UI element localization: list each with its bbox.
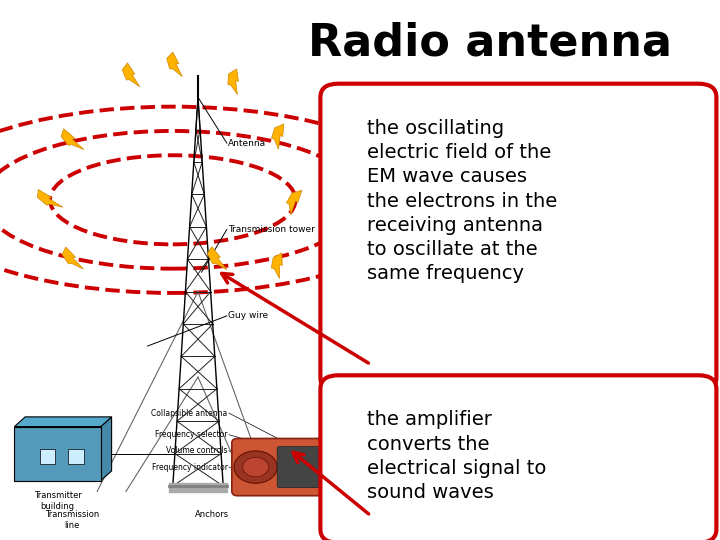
- Text: Transmission
line: Transmission line: [45, 510, 99, 530]
- FancyBboxPatch shape: [320, 375, 716, 540]
- Circle shape: [234, 451, 277, 483]
- Polygon shape: [101, 417, 112, 481]
- Polygon shape: [14, 417, 112, 427]
- FancyBboxPatch shape: [232, 438, 330, 496]
- FancyBboxPatch shape: [14, 427, 101, 481]
- Polygon shape: [271, 124, 284, 149]
- Polygon shape: [228, 69, 238, 94]
- Polygon shape: [62, 247, 84, 269]
- Text: Frequency indicator: Frequency indicator: [151, 463, 228, 471]
- Text: Antenna: Antenna: [228, 139, 266, 147]
- Circle shape: [243, 457, 269, 477]
- Polygon shape: [207, 247, 227, 270]
- Text: Frequency selector: Frequency selector: [155, 430, 228, 439]
- Text: Anchors: Anchors: [195, 510, 230, 519]
- FancyBboxPatch shape: [320, 84, 716, 391]
- Text: Collapsible antenna: Collapsible antenna: [151, 409, 228, 417]
- Text: Radio antenna: Radio antenna: [307, 22, 672, 65]
- Polygon shape: [61, 129, 84, 150]
- Text: Guy wire: Guy wire: [228, 312, 269, 320]
- Polygon shape: [287, 190, 302, 214]
- Polygon shape: [271, 253, 282, 279]
- Text: Transmitter
building: Transmitter building: [34, 491, 81, 511]
- Text: the amplifier
converts the
electrical signal to
sound waves: the amplifier converts the electrical si…: [367, 410, 546, 502]
- FancyBboxPatch shape: [277, 447, 321, 488]
- Polygon shape: [167, 52, 182, 77]
- Polygon shape: [122, 63, 140, 87]
- Polygon shape: [37, 190, 63, 207]
- FancyBboxPatch shape: [68, 449, 84, 464]
- Text: the oscillating
electric field of the
EM wave causes
the electrons in the
receiv: the oscillating electric field of the EM…: [367, 119, 557, 284]
- FancyBboxPatch shape: [40, 449, 55, 464]
- Text: Transmission tower: Transmission tower: [228, 225, 315, 234]
- Text: Volume controls: Volume controls: [166, 447, 228, 455]
